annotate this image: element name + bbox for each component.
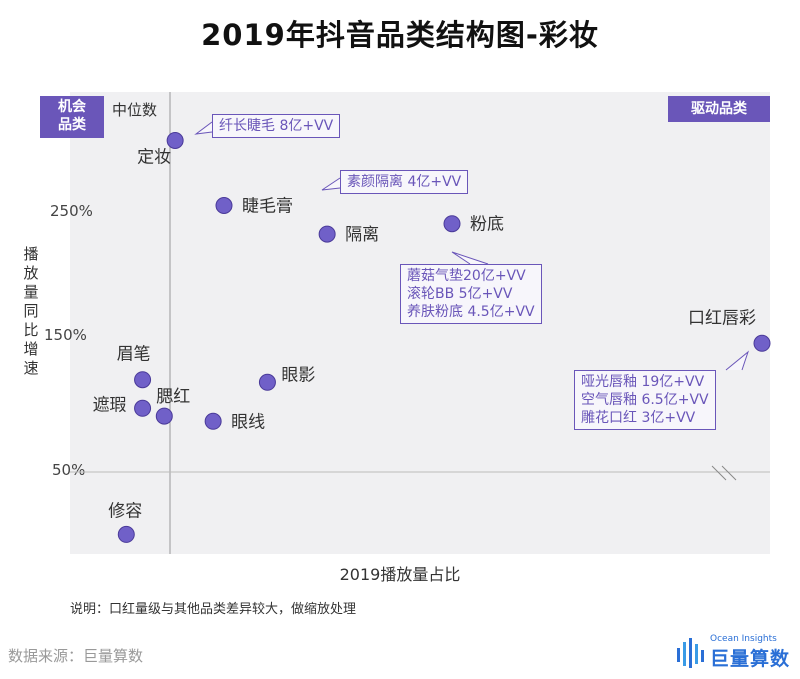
chart-note: 说明：口红量级与其他品类差异较大，做缩放处理 xyxy=(70,602,357,617)
data-point xyxy=(215,197,233,214)
data-point xyxy=(753,334,771,352)
driver-category-tag: 驱动品类 xyxy=(668,96,770,122)
y-tick-label: 150% xyxy=(44,326,87,344)
point-label: 眼影 xyxy=(281,365,315,385)
brand-logo: Ocean Insights 巨量算数 xyxy=(676,634,796,670)
data-point xyxy=(443,215,461,233)
data-point xyxy=(204,412,222,430)
data-point xyxy=(134,399,152,417)
point-label: 隔离 xyxy=(345,225,379,245)
data-point xyxy=(134,371,152,389)
callout-line: 蘑菇气垫20亿+VV xyxy=(407,268,526,284)
callout-pointer xyxy=(194,121,213,135)
axis-break-mark xyxy=(711,465,727,481)
brand-small-text: Ocean Insights xyxy=(710,634,777,644)
y-tick-label: 50% xyxy=(52,461,86,479)
point-label: 眉笔 xyxy=(117,345,151,365)
data-point xyxy=(155,407,173,425)
callout-line: 养肤粉底 4.5亿+VV xyxy=(407,304,535,320)
y-axis-label-char: 增 xyxy=(23,340,39,358)
callout-line: 纤长睫毛 8亿+VV xyxy=(219,118,334,134)
data-point xyxy=(117,525,135,543)
median-label: 中位数 xyxy=(112,101,158,119)
opportunity-category-tag: 机会 品类 xyxy=(40,96,104,138)
y-axis-label-char: 速 xyxy=(23,359,39,377)
point-label: 定妆 xyxy=(137,148,171,168)
point-label: 腮红 xyxy=(156,387,190,407)
y-axis-label-char: 同 xyxy=(23,302,39,320)
bar-chart-logo-icon xyxy=(677,638,704,668)
callout-pointer xyxy=(725,350,750,371)
data-point xyxy=(258,373,276,391)
callout-lipstick: 哑光唇釉 19亿+VV 空气唇釉 6.5亿+VV 雕花口红 3亿+VV xyxy=(574,370,716,430)
callout-line: 滚轮BB 5亿+VV xyxy=(407,286,513,302)
callout-pointer xyxy=(321,177,341,191)
point-label: 睫毛膏 xyxy=(242,196,293,217)
chart-title: 2019年抖音品类结构图-彩妆 xyxy=(201,18,599,52)
y-axis-label-char: 比 xyxy=(23,321,39,339)
y-tick-label: 250% xyxy=(50,202,93,220)
point-label: 口红唇彩 xyxy=(688,308,756,328)
y-axis-label-char: 播 xyxy=(23,245,39,263)
callout-pointer xyxy=(451,251,489,265)
y-axis-label-char: 放 xyxy=(23,264,39,282)
callout-foundation: 蘑菇气垫20亿+VV 滚轮BB 5亿+VV 养肤粉底 4.5亿+VV xyxy=(400,264,542,324)
point-label: 粉底 xyxy=(470,215,504,235)
brand-name: 巨量算数 xyxy=(710,648,791,670)
y-axis-label: 播放量同比增速 xyxy=(22,245,40,378)
data-point xyxy=(318,225,336,243)
y-axis-label-char: 量 xyxy=(23,283,39,301)
callout-line: 雕花口红 3亿+VV xyxy=(581,410,696,426)
data-source: 数据来源：巨量算数 xyxy=(8,647,144,665)
point-label: 遮瑕 xyxy=(93,395,127,415)
x-axis-label: 2019播放量占比 xyxy=(339,565,461,584)
callout-line: 素颜隔离 4亿+VV xyxy=(347,174,462,190)
point-label: 眼线 xyxy=(231,412,265,432)
callout-primer: 素颜隔离 4亿+VV xyxy=(340,170,469,194)
callout-line: 哑光唇釉 19亿+VV xyxy=(581,374,705,390)
axis-break-mark xyxy=(721,465,737,481)
callout-eyelash: 纤长睫毛 8亿+VV xyxy=(212,114,341,138)
callout-line: 空气唇釉 6.5亿+VV xyxy=(581,392,709,408)
point-label: 修容 xyxy=(108,501,142,521)
data-point xyxy=(166,132,184,149)
